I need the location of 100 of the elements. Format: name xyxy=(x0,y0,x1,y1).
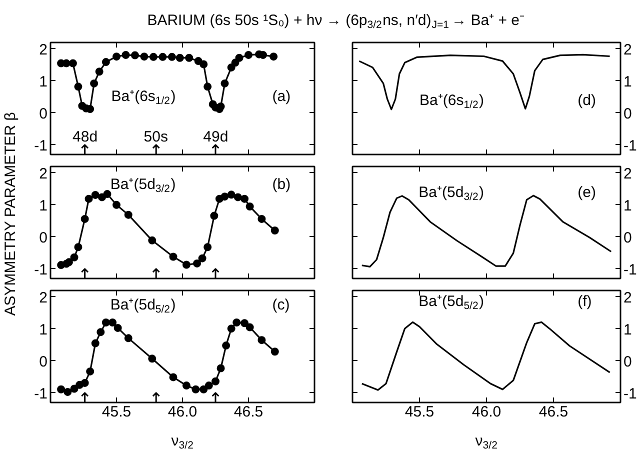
point xyxy=(182,382,190,390)
y-tick-label: 0 xyxy=(39,353,48,370)
point xyxy=(74,82,82,91)
point xyxy=(124,210,132,219)
point xyxy=(140,52,148,61)
point xyxy=(84,194,93,203)
point xyxy=(222,342,230,350)
point xyxy=(149,52,158,61)
x-tick-label: 46.5 xyxy=(538,404,568,420)
point xyxy=(240,319,249,328)
point xyxy=(124,334,132,342)
point xyxy=(102,318,110,326)
y-tick-label: 1 xyxy=(624,321,632,338)
point xyxy=(216,364,225,372)
annotation: (d) xyxy=(578,92,596,110)
point xyxy=(258,336,266,344)
x-tick-label: 46.0 xyxy=(168,404,198,420)
point xyxy=(204,82,212,91)
point xyxy=(70,253,78,262)
point xyxy=(114,324,122,332)
point xyxy=(80,378,89,387)
point xyxy=(204,382,213,390)
point xyxy=(148,354,156,363)
point xyxy=(64,388,72,396)
point xyxy=(91,190,100,199)
annotation: (c) xyxy=(272,296,290,314)
point xyxy=(122,50,130,59)
y-tick-label: 1 xyxy=(39,73,48,90)
y-tick-label: 1 xyxy=(624,73,632,90)
line-series xyxy=(358,54,611,110)
y-tick-label: 2 xyxy=(39,165,48,182)
annotation: (f) xyxy=(578,293,592,310)
point xyxy=(168,52,176,61)
y-tick-label: -1 xyxy=(34,261,48,278)
point xyxy=(103,190,112,198)
point xyxy=(192,385,200,394)
annotation: (e) xyxy=(578,184,596,201)
point xyxy=(95,68,104,76)
point xyxy=(200,60,208,68)
point xyxy=(200,385,208,394)
ref-line-label: 50s xyxy=(144,128,168,146)
point xyxy=(91,339,100,348)
y-tick-label: 0 xyxy=(624,229,632,246)
annotation: (a) xyxy=(272,88,291,105)
point xyxy=(68,59,77,68)
y-tick-label: 2 xyxy=(624,289,632,306)
point xyxy=(102,58,110,66)
point xyxy=(148,236,156,244)
y-tick-label: -1 xyxy=(624,261,637,278)
x-tick-label: 46.0 xyxy=(472,404,502,420)
x-tick-label: 46.5 xyxy=(234,404,264,420)
point xyxy=(70,384,78,393)
y-tick-label: 2 xyxy=(624,165,632,182)
point xyxy=(220,192,229,201)
point xyxy=(112,200,120,209)
point xyxy=(227,190,236,199)
x-tick-label: 45.5 xyxy=(102,404,132,420)
point xyxy=(182,260,190,269)
point xyxy=(57,385,66,394)
y-tick-label: -1 xyxy=(624,385,637,402)
point xyxy=(80,214,89,223)
y-tick-label: 0 xyxy=(624,105,632,122)
y-tick-label: -1 xyxy=(34,385,48,402)
point xyxy=(64,258,73,266)
point xyxy=(220,79,229,88)
point xyxy=(130,51,139,60)
y-tick-label: 2 xyxy=(39,289,48,306)
y-axis-title: ASYMMETRY PARAMETER β xyxy=(2,112,19,316)
point xyxy=(204,243,212,252)
y-tick-label: 0 xyxy=(624,353,632,370)
y-tick-label: 1 xyxy=(39,321,48,338)
point xyxy=(86,367,94,376)
y-tick-label: 0 xyxy=(39,229,48,246)
point xyxy=(246,202,254,210)
x-tick-label: 45.5 xyxy=(404,404,434,420)
y-tick-label: 1 xyxy=(624,197,632,214)
point xyxy=(198,254,206,262)
point xyxy=(193,259,202,268)
point xyxy=(96,328,105,336)
point xyxy=(246,323,254,332)
y-tick-label: 0 xyxy=(39,105,48,122)
point xyxy=(169,373,178,382)
y-tick-label: 2 xyxy=(624,41,632,58)
point xyxy=(258,214,266,223)
annotation: (b) xyxy=(272,176,291,193)
point xyxy=(210,212,218,220)
point xyxy=(234,193,242,202)
y-tick-label: -1 xyxy=(624,137,637,154)
ref-line-label: 49d xyxy=(203,128,228,146)
point xyxy=(176,54,184,62)
point xyxy=(270,52,278,61)
point xyxy=(270,226,279,234)
point xyxy=(235,54,244,62)
point xyxy=(158,52,167,61)
point xyxy=(270,348,279,356)
y-tick-label: -1 xyxy=(34,137,48,154)
line-series xyxy=(361,321,611,391)
point xyxy=(244,50,252,59)
point xyxy=(227,324,236,333)
point xyxy=(240,194,249,203)
